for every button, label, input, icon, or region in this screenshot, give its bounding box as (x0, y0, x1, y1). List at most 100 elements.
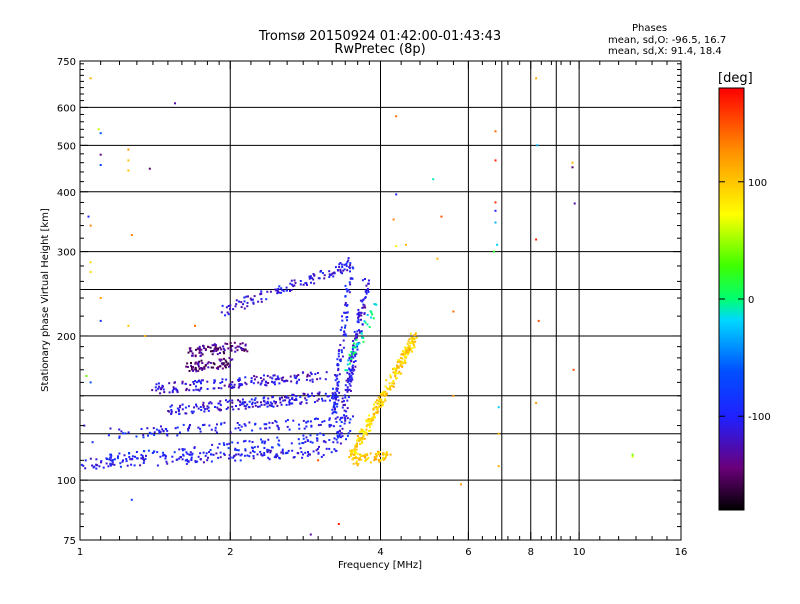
trace-point (335, 420, 338, 423)
trace-point (341, 266, 344, 268)
trace-point (361, 430, 364, 433)
trace-point (155, 389, 158, 392)
trace-point (168, 391, 171, 394)
trace-point (389, 387, 392, 390)
trace-point (350, 452, 353, 455)
trace-point (335, 388, 338, 391)
trace-point (378, 460, 381, 463)
trace-point (321, 272, 324, 274)
trace-point (339, 442, 342, 445)
trace-point (376, 406, 379, 409)
scatter-point (91, 441, 94, 444)
trace-point (349, 430, 352, 432)
trace-point (232, 408, 235, 411)
trace-point (321, 420, 324, 423)
trace-point (277, 439, 280, 442)
trace-point (224, 314, 227, 317)
trace-point (259, 293, 262, 296)
trace-point (351, 371, 353, 374)
trace-point (159, 455, 162, 458)
y-tick-labels: 75 100 200 300 400 500 600 750 (57, 57, 76, 547)
trace-point (299, 402, 302, 405)
trace-point (159, 392, 162, 395)
trace-point (344, 326, 346, 329)
trace-point (356, 336, 358, 339)
trace-point (199, 452, 202, 455)
trace-point (309, 275, 312, 278)
trace-point (309, 440, 312, 443)
trace-point (242, 440, 245, 443)
trace-point (316, 439, 319, 442)
trace-point (328, 417, 331, 420)
scatter-point (497, 465, 500, 468)
scatter-point (460, 483, 462, 486)
trace-point (366, 314, 369, 316)
trace-point (273, 456, 276, 459)
trace-point (241, 348, 244, 351)
trace-point (276, 288, 279, 291)
trace-point (202, 401, 205, 404)
trace-point (228, 399, 231, 402)
scatter-point (89, 271, 92, 273)
trace-point (179, 404, 182, 407)
trace-point (110, 454, 113, 457)
trace-point (201, 424, 204, 427)
trace-point (111, 463, 114, 466)
trace-point (269, 451, 272, 454)
trace-point (359, 453, 362, 456)
trace-point (238, 424, 241, 426)
trace-point (285, 396, 288, 399)
trace-point (350, 277, 353, 280)
trace-point (289, 375, 292, 378)
trace-point (346, 399, 349, 402)
trace-point (302, 283, 305, 286)
trace-point (404, 361, 407, 364)
trace-point (209, 449, 212, 451)
scatter-point (130, 498, 133, 501)
trace-point (265, 384, 268, 387)
trace-point (246, 305, 249, 308)
trace-point (206, 388, 209, 390)
trace-point (354, 351, 357, 354)
trace-point (326, 395, 329, 398)
trace-point (368, 326, 371, 328)
trace-point (384, 457, 386, 460)
trace-point (357, 311, 360, 314)
data-points (80, 77, 634, 536)
trace-point (345, 334, 347, 337)
trace-point (344, 369, 347, 372)
trace-point (260, 438, 262, 441)
trace-point (312, 450, 315, 453)
scatter-point (571, 161, 574, 164)
trace-point (322, 433, 325, 436)
trace-point (222, 442, 225, 445)
trace-point (364, 459, 367, 461)
trace-point (125, 458, 128, 460)
trace-point (355, 338, 358, 341)
trace-point (336, 416, 339, 419)
trace-point (231, 401, 234, 404)
trace-point (213, 381, 216, 384)
trace-point (285, 403, 288, 406)
trace-point (92, 466, 95, 469)
trace-point (345, 311, 348, 314)
trace-point (386, 451, 388, 454)
trace-point (369, 452, 372, 455)
trace-point (346, 380, 349, 383)
trace-point (205, 452, 208, 455)
trace-point (219, 404, 222, 407)
trace-point (277, 428, 280, 431)
trace-point (248, 406, 251, 409)
x-tick-labels: 1 2 4 6 8 10 16 (77, 547, 688, 558)
trace-point (228, 457, 230, 460)
trace-point (257, 405, 259, 408)
trace-point (82, 464, 85, 467)
trace-point (233, 383, 236, 386)
trace-point (346, 303, 349, 306)
trace-point (361, 306, 364, 309)
trace-point (260, 401, 262, 404)
scatter-point (535, 238, 538, 241)
trace-point (234, 448, 237, 451)
trace-point (187, 351, 190, 354)
trace-point (158, 385, 160, 388)
